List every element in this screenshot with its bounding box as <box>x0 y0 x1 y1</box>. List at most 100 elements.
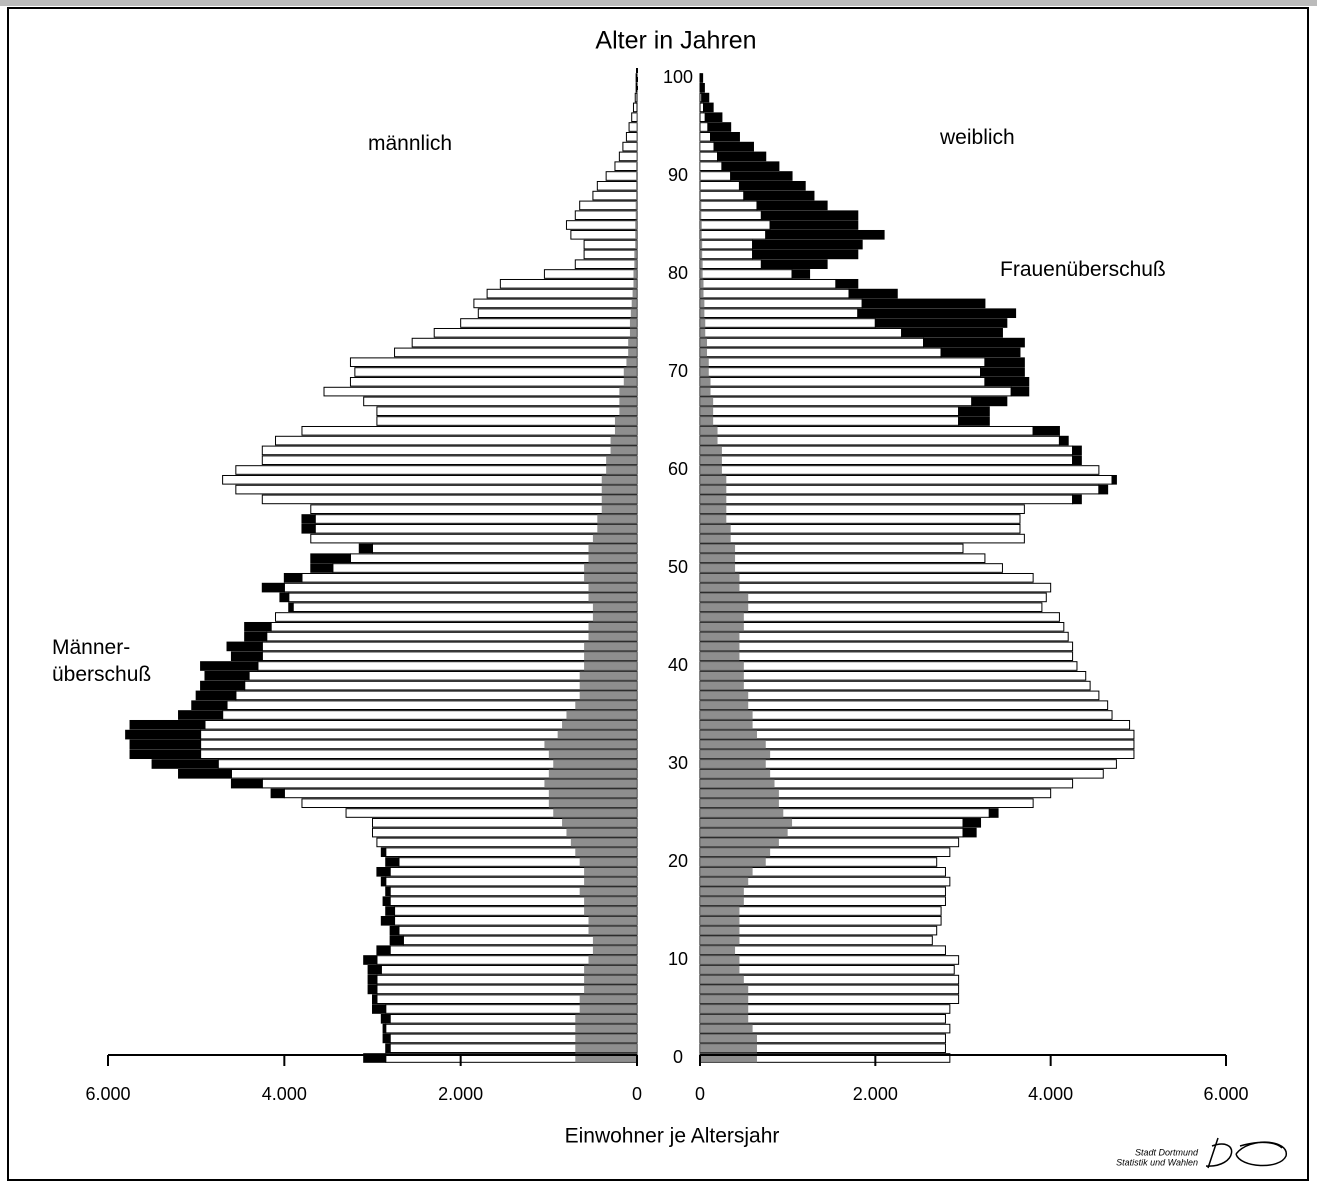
bar <box>699 484 1100 495</box>
foreign-bar <box>700 661 744 671</box>
bar <box>699 455 1074 466</box>
bar <box>376 406 638 417</box>
excess-bar <box>721 161 780 172</box>
bar <box>699 945 946 956</box>
bar <box>261 455 638 466</box>
foreign-bar <box>597 524 637 534</box>
foreign-bar <box>575 1053 637 1063</box>
foreign-bar <box>700 945 736 955</box>
excess-bar <box>701 92 710 103</box>
excess-bar <box>310 563 334 573</box>
foreign-bar <box>588 583 637 592</box>
foreign-bar <box>700 593 749 602</box>
foreign-bar <box>700 534 731 543</box>
bar <box>579 200 638 211</box>
excess-bar <box>178 710 224 720</box>
foreign-bar <box>700 338 708 347</box>
excess-bar <box>962 817 982 828</box>
y-tick-label: 50 <box>668 557 688 577</box>
excess-bar <box>389 935 404 946</box>
foreign-bar <box>597 514 637 524</box>
foreign-bar <box>636 161 637 171</box>
excess-bar <box>848 288 898 299</box>
foreign-bar <box>548 798 637 808</box>
bar <box>583 249 638 260</box>
foreign-bar <box>700 710 753 720</box>
foreign-bar <box>700 681 744 690</box>
foreign-bar <box>700 779 775 788</box>
excess-bar <box>385 886 391 897</box>
foreign-bar <box>606 455 637 465</box>
bar <box>244 680 638 691</box>
bar <box>257 661 638 671</box>
bar <box>699 367 982 377</box>
x-tick-label: 6.000 <box>85 1084 130 1104</box>
foreign-bar <box>700 769 771 779</box>
bar <box>314 514 638 524</box>
bar <box>699 200 758 211</box>
foreign-bar <box>700 1053 757 1063</box>
excess-bar <box>1058 435 1069 446</box>
foreign-bar <box>700 838 779 847</box>
foreign-bar <box>635 240 637 249</box>
excess-bar <box>261 582 285 593</box>
bar <box>543 269 638 279</box>
bar <box>699 729 1135 740</box>
excess-bar <box>703 102 714 113</box>
foreign-bar <box>636 171 637 181</box>
excess-bar <box>1111 474 1117 485</box>
excess-bar <box>385 906 396 916</box>
bar <box>699 631 1069 642</box>
foreign-bar <box>700 210 702 220</box>
foreign-bar <box>700 367 709 377</box>
x-tick-label: 0 <box>632 1084 642 1104</box>
bar <box>699 269 793 279</box>
foreign-bar <box>700 308 705 318</box>
foreign-bar <box>700 573 740 583</box>
foreign-bar <box>548 749 637 759</box>
bar <box>699 425 1034 436</box>
bar <box>699 465 1100 475</box>
foreign-bar <box>700 426 718 436</box>
y-tick-label: 70 <box>668 361 688 381</box>
bar <box>699 494 1074 505</box>
foreign-bar <box>575 1024 637 1033</box>
foreign-bar <box>579 1004 637 1014</box>
bar <box>486 288 638 299</box>
foreign-bar <box>579 994 637 1004</box>
foreign-bar <box>584 965 637 975</box>
excess-bar <box>382 896 391 907</box>
foreign-bar <box>606 465 637 475</box>
foreign-bar <box>700 475 727 485</box>
foreign-bar <box>700 318 706 328</box>
foreign-bar <box>700 504 727 514</box>
bar <box>592 190 638 201</box>
foreign-bar <box>700 691 749 700</box>
bar <box>699 680 1091 691</box>
excess-bar <box>1072 445 1082 456</box>
foreign-bar <box>575 1043 637 1053</box>
foreign-bar <box>544 740 637 749</box>
foreign-bar <box>553 759 637 769</box>
bar <box>376 416 638 426</box>
excess-bar <box>704 112 723 123</box>
foreign-bar <box>562 818 637 828</box>
bar <box>605 171 638 181</box>
foreign-bar <box>700 436 718 445</box>
frame <box>7 7 1309 1181</box>
bar <box>261 651 638 662</box>
excess-bar <box>358 543 373 554</box>
bar <box>275 612 638 622</box>
y-tick-label: 100 <box>663 67 693 87</box>
foreign-bar <box>579 887 637 896</box>
excess-bar <box>372 994 378 1005</box>
foreign-bar <box>592 936 637 945</box>
bar <box>310 533 638 544</box>
foreign-bar <box>700 916 740 926</box>
excess-bar <box>730 171 793 181</box>
foreign-bar <box>700 279 704 289</box>
foreign-bar <box>584 975 637 984</box>
excess-bar <box>710 131 740 142</box>
